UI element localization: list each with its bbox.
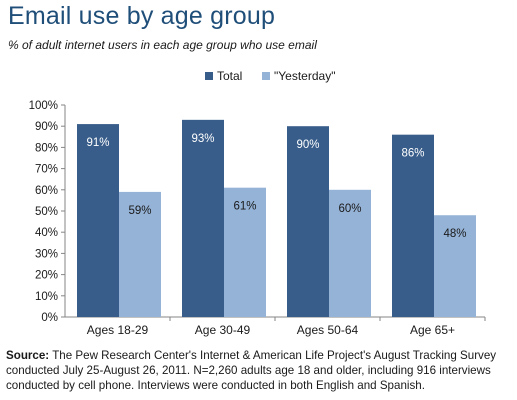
x-tick-label-0: Ages 18-29 (87, 323, 149, 337)
y-tick-label-60: 60% (35, 185, 58, 197)
bar-1-3 (434, 215, 476, 317)
data-label-1-0: 59% (128, 205, 151, 217)
y-tick-label-40: 40% (35, 227, 58, 239)
y-tick-label-90: 90% (35, 121, 58, 133)
bar-1-2 (329, 189, 371, 317)
bar-chart: Total "Yesterday" 0% 10% 20% 30% 40% 50% 60% 70% 8… (0, 60, 517, 342)
bar-0-3 (392, 134, 434, 317)
y-tick-label-70: 70% (35, 164, 58, 176)
source-label: Source: (6, 349, 50, 362)
legend-label-0: Total (217, 69, 242, 83)
bar-0-1 (182, 119, 224, 317)
source-note: Source: The Pew Research Center's Intern… (6, 348, 514, 393)
bar-1-1 (224, 187, 266, 317)
y-tick-label-0: 0% (41, 312, 58, 324)
bar-chart-svg: Total "Yesterday" 0% 10% 20% 30% 40% 50% 60% 70% 8… (29, 69, 486, 337)
data-label-0-2: 90% (296, 139, 319, 151)
bar-1-0 (119, 191, 161, 317)
bar-0-2 (287, 126, 329, 317)
y-tick-label-80: 80% (35, 142, 58, 154)
y-tick-label-50: 50% (35, 206, 58, 218)
x-tick-label-2: Ages 50-64 (297, 323, 359, 337)
y-tick-label-10: 10% (35, 291, 58, 303)
data-label-0-3: 86% (401, 148, 424, 160)
legend-label-1: "Yesterday" (274, 69, 335, 83)
y-tick-label-100: 100% (29, 100, 58, 112)
y-tick-label-30: 30% (35, 248, 58, 260)
data-label-1-1: 61% (233, 201, 256, 213)
chart-subtitle: % of adult internet users in each age gr… (8, 38, 317, 52)
x-tick-label-1: Age 30-49 (195, 323, 251, 337)
y-tick-label-20: 20% (35, 270, 58, 282)
bar-0-0 (77, 124, 119, 317)
x-tick-label-3: Age 65+ (410, 323, 455, 337)
data-label-1-2: 60% (338, 203, 361, 215)
data-label-1-3: 48% (443, 228, 466, 240)
data-label-0-0: 91% (86, 137, 109, 149)
chart-title: Email use by age group (8, 2, 276, 30)
data-label-0-1: 93% (191, 133, 214, 145)
legend-swatch-1 (262, 72, 270, 80)
source-text: The Pew Research Center's Internet & Ame… (6, 349, 497, 392)
legend-swatch-0 (205, 72, 213, 80)
